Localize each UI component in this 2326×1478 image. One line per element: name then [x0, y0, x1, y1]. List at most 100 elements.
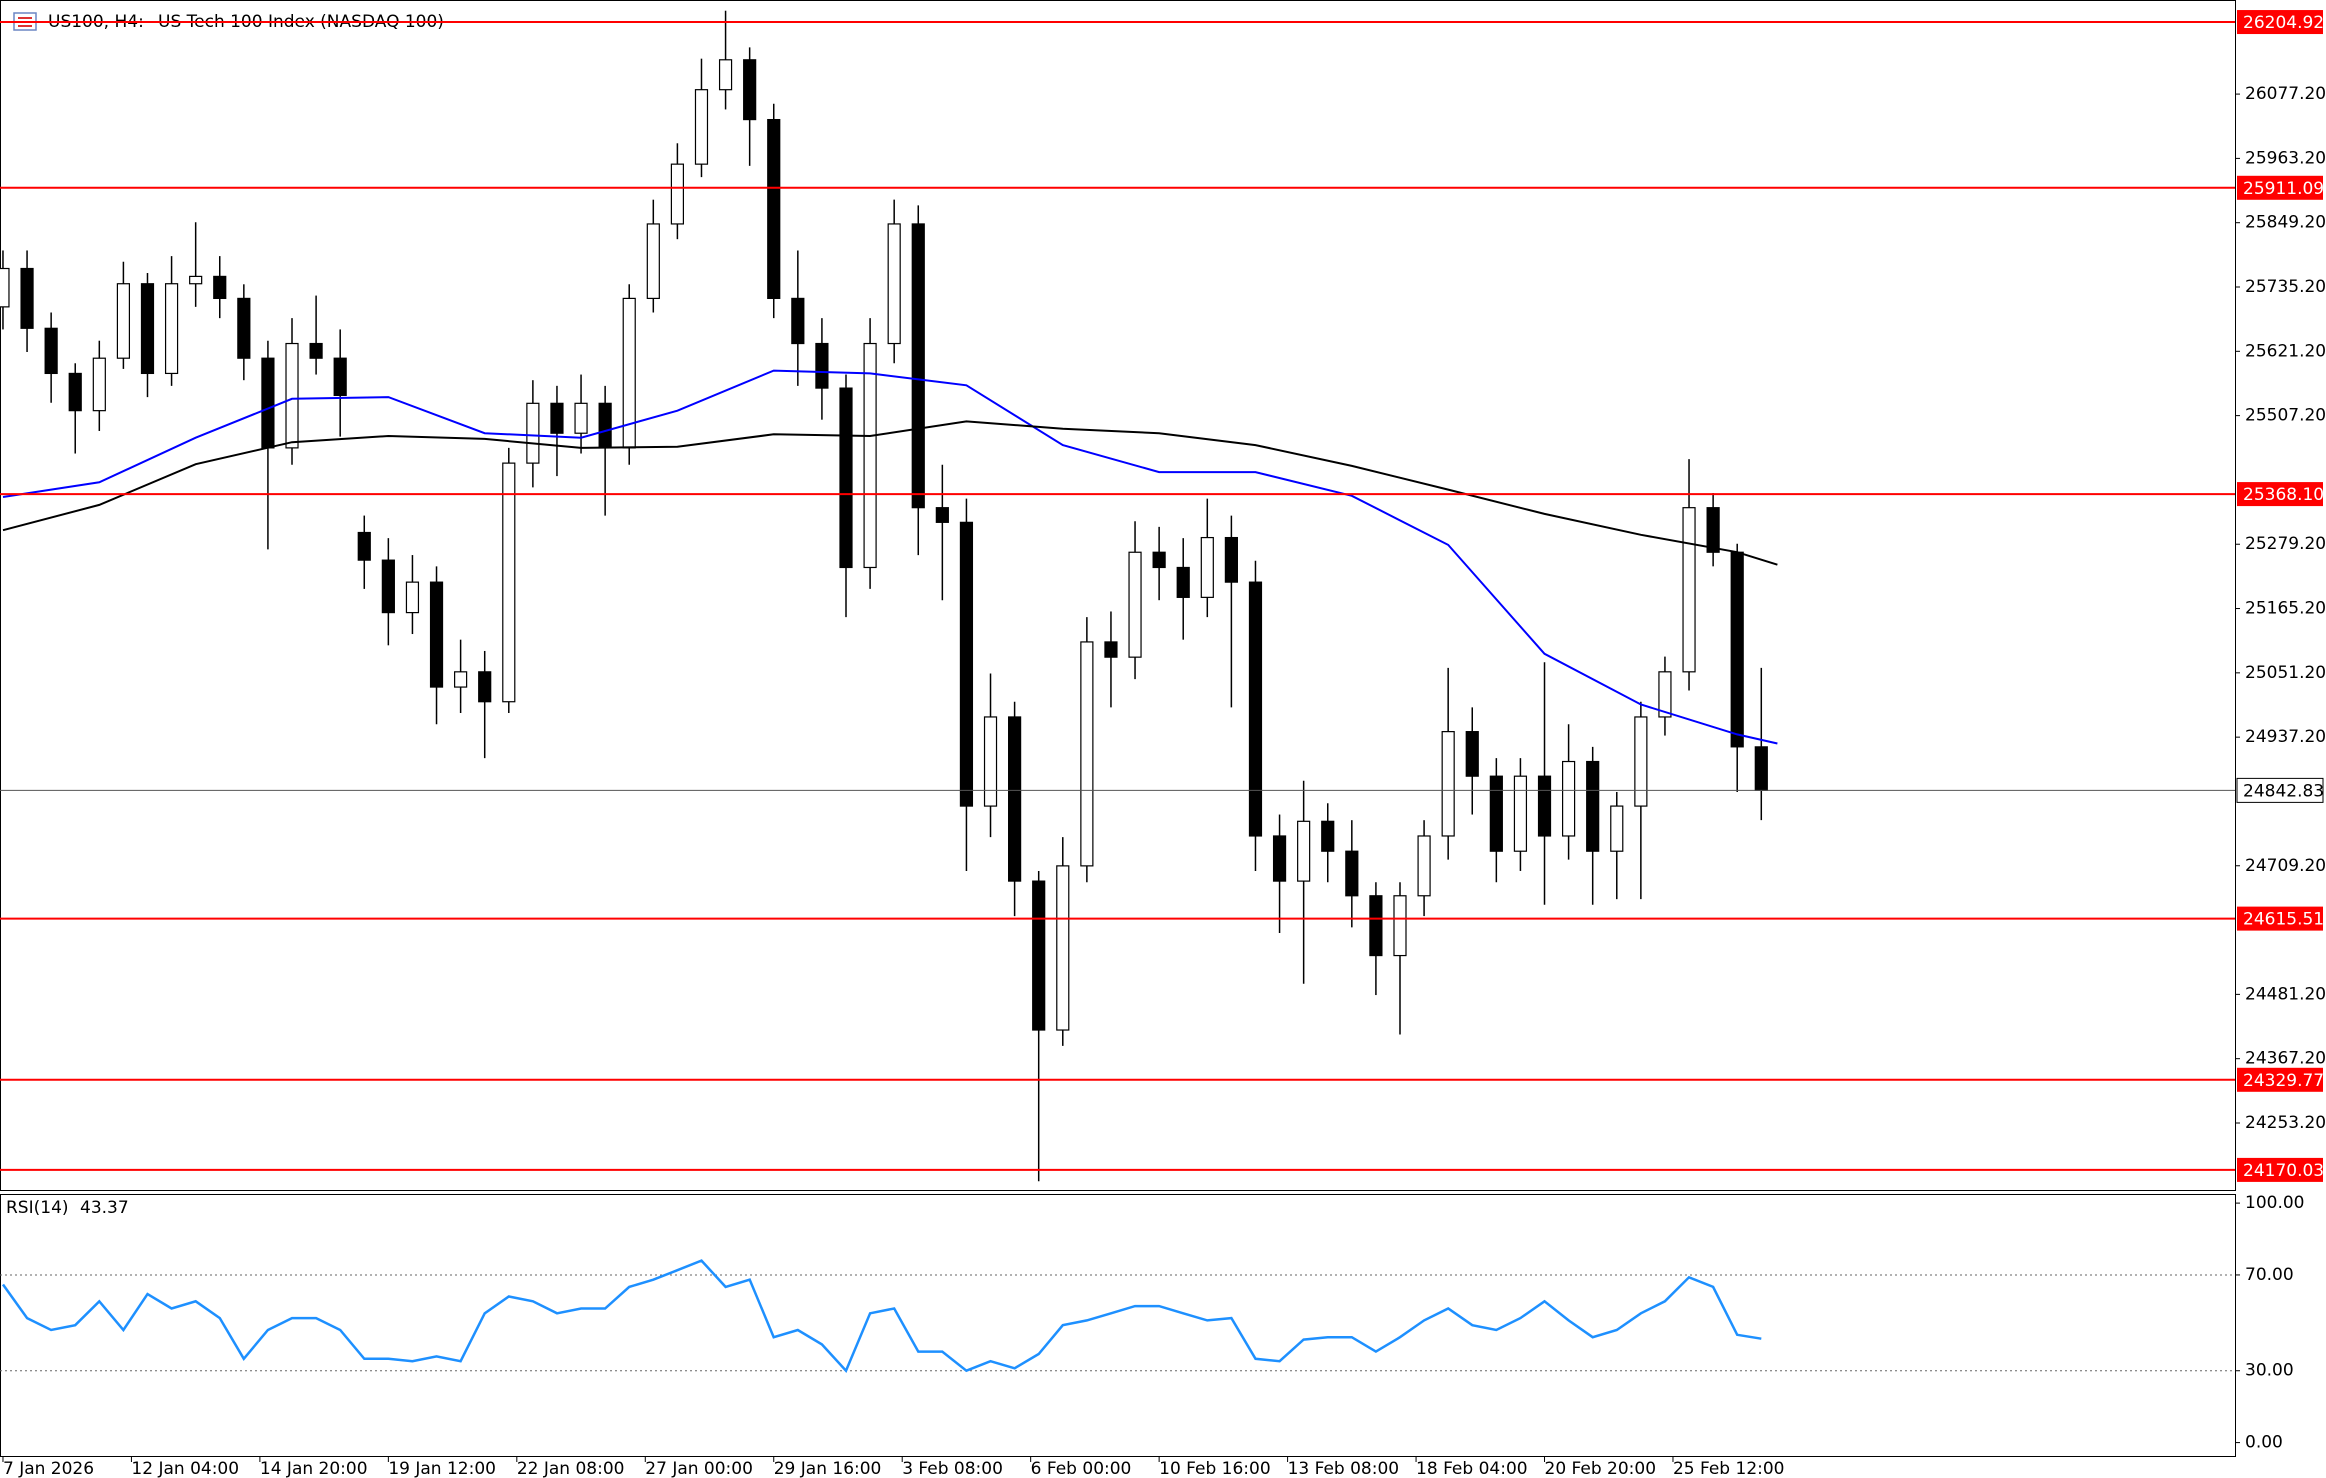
candle-body — [1032, 880, 1046, 1031]
y-tick-label: 70.00 — [2245, 1265, 2294, 1285]
candle-body — [1224, 536, 1238, 583]
moving-average — [2, 369, 1778, 745]
candle-body — [983, 716, 998, 807]
candle-body — [44, 327, 58, 375]
candle-body — [1562, 760, 1576, 837]
candle-body — [1610, 805, 1624, 852]
rsi-value: 43.37 — [80, 1198, 129, 1218]
level-tag — [2237, 482, 2323, 507]
x-tick-label: 6 Feb 00:00 — [1031, 1459, 1132, 1478]
candle-body — [285, 342, 299, 449]
candle-body — [911, 223, 925, 509]
candle-body — [1056, 865, 1070, 1031]
level-tag — [2237, 10, 2323, 35]
y-tick-label: 25621.20 — [2245, 341, 2326, 361]
candle-body — [1393, 895, 1407, 957]
candle-body — [526, 402, 540, 464]
y-tick-label: 25165.20 — [2245, 599, 2326, 619]
candle-body — [1321, 820, 1335, 852]
candle-body — [959, 521, 974, 807]
candle-body — [935, 507, 949, 523]
candle-body — [405, 581, 420, 614]
candle-body — [1586, 760, 1600, 852]
candle-body — [1706, 507, 1720, 553]
candle-body — [381, 559, 395, 614]
candle-body — [646, 223, 660, 300]
price-panel-frame — [0, 0, 2236, 1191]
candle-body — [1465, 731, 1479, 777]
candle-body — [478, 671, 492, 703]
candle-body — [68, 372, 82, 412]
candle-body — [1754, 746, 1768, 791]
candle-body — [743, 59, 757, 121]
candle-body — [1104, 641, 1118, 658]
level-tag — [2237, 1157, 2323, 1182]
candle-body — [1369, 895, 1383, 957]
level-label: 24329.77 — [2243, 1071, 2324, 1091]
candle-body — [863, 342, 877, 569]
candle-body — [1176, 566, 1190, 598]
candle-body — [1152, 551, 1166, 569]
y-tick-label: 26077.20 — [2245, 84, 2326, 104]
x-tick-label: 19 Jan 12:00 — [388, 1459, 496, 1478]
candle-body — [1682, 507, 1696, 673]
level-label: 25911.09 — [2243, 179, 2324, 199]
candle-body — [1658, 671, 1672, 718]
candle-body — [1441, 731, 1455, 837]
y-tick-label: 25279.20 — [2245, 534, 2326, 554]
candle-body — [357, 531, 371, 561]
candle-body — [1345, 850, 1359, 897]
last-price-tag — [2236, 777, 2324, 803]
level-tag — [2237, 175, 2323, 200]
candle-body — [1730, 551, 1744, 748]
candle-body — [1200, 536, 1214, 598]
candle-body — [694, 89, 709, 165]
candle-body — [1489, 775, 1503, 852]
y-tick-label: 24367.20 — [2245, 1049, 2326, 1069]
moving-average — [2, 420, 1778, 566]
candle-body — [116, 283, 131, 359]
candle-body — [791, 297, 805, 345]
candle-body — [454, 671, 468, 688]
candle-body — [164, 283, 179, 375]
x-tick-label: 13 Feb 08:00 — [1288, 1459, 1400, 1478]
x-tick-label: 20 Feb 20:00 — [1545, 1459, 1657, 1478]
level-tag — [2237, 1067, 2323, 1092]
candle-body — [839, 387, 853, 569]
candle-body — [1128, 551, 1142, 658]
candle-body — [1272, 835, 1287, 882]
level-tag — [2237, 906, 2323, 931]
candle-body — [815, 342, 829, 389]
x-tick-label: 7 Jan 2026 — [3, 1459, 94, 1478]
x-tick-label: 29 Jan 16:00 — [774, 1459, 882, 1478]
candle-body — [1417, 835, 1431, 897]
candle-body — [1248, 581, 1263, 837]
x-tick-label: 22 Jan 08:00 — [517, 1459, 625, 1478]
candle-body — [1080, 641, 1094, 867]
candle-body — [140, 283, 155, 375]
candle-body — [309, 342, 323, 359]
candle-body — [767, 118, 781, 300]
y-tick-label: 24937.20 — [2245, 727, 2326, 747]
rsi-panel-frame — [0, 1194, 2236, 1457]
candle-body — [550, 402, 564, 434]
x-tick-label: 25 Feb 12:00 — [1673, 1459, 1785, 1478]
level-label: 24615.51 — [2243, 910, 2324, 930]
y-tick-label: 25507.20 — [2245, 406, 2326, 426]
candle-body — [502, 462, 516, 703]
level-label: 24170.03 — [2243, 1161, 2324, 1181]
y-tick-label: 24481.20 — [2245, 984, 2326, 1004]
x-tick-label: 12 Jan 04:00 — [131, 1459, 239, 1478]
candle-body — [189, 275, 203, 285]
candle-body — [1008, 716, 1022, 882]
level-label: 26204.92 — [2243, 13, 2324, 33]
x-tick-label: 18 Feb 04:00 — [1416, 1459, 1528, 1478]
y-tick-label: 25849.20 — [2245, 213, 2326, 233]
rsi-line — [1, 1259, 1762, 1373]
y-tick-label: 25963.20 — [2245, 148, 2326, 168]
candle-body — [213, 275, 227, 300]
y-tick-label: 30.00 — [2245, 1361, 2294, 1381]
candle-body — [1537, 775, 1552, 837]
